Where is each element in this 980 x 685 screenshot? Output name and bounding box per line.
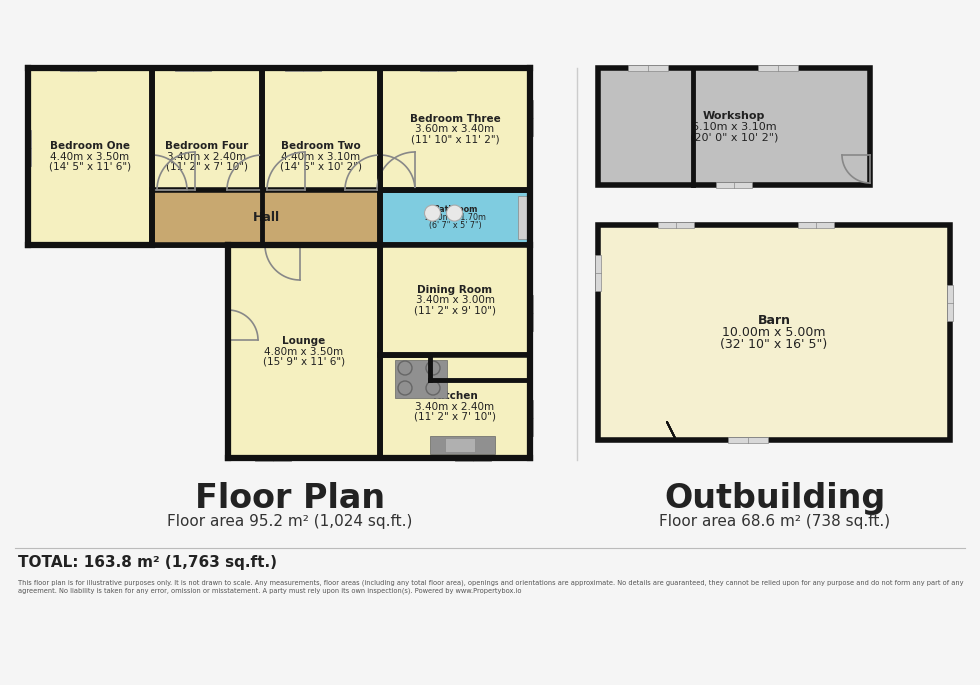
Text: (32' 10" x 16' 5"): (32' 10" x 16' 5") <box>720 338 828 351</box>
Bar <box>228 245 380 458</box>
Text: 3.40m x 2.40m: 3.40m x 2.40m <box>416 401 495 412</box>
Text: Bedroom Two: Bedroom Two <box>281 141 361 151</box>
Bar <box>28 68 152 245</box>
Text: Bedroom Four: Bedroom Four <box>166 141 249 151</box>
Text: Dining Room: Dining Room <box>417 285 493 295</box>
Text: Bathroom: Bathroom <box>433 206 477 214</box>
Bar <box>758 65 798 71</box>
Bar <box>28 68 530 245</box>
Bar <box>395 360 447 398</box>
Bar <box>445 438 475 452</box>
Text: Floor Plan: Floor Plan <box>195 482 385 515</box>
Text: Floor area 95.2 m² (1,024 sq.ft.): Floor area 95.2 m² (1,024 sq.ft.) <box>168 514 413 529</box>
Text: Hall: Hall <box>253 211 279 224</box>
Text: Outbuilding: Outbuilding <box>664 482 886 515</box>
Bar <box>380 245 530 355</box>
Bar <box>175 65 211 71</box>
Bar <box>380 68 530 190</box>
Text: (15' 9" x 11' 6"): (15' 9" x 11' 6") <box>263 357 345 366</box>
Text: Kitchen: Kitchen <box>432 391 477 401</box>
Bar <box>152 68 262 245</box>
Text: Bedroom One: Bedroom One <box>50 141 130 151</box>
Text: 3.60m x 3.40m: 3.60m x 3.40m <box>416 124 495 134</box>
Text: Workshop: Workshop <box>703 111 765 121</box>
Bar <box>262 68 380 245</box>
Text: (11' 2" x 7' 10"): (11' 2" x 7' 10") <box>166 162 248 172</box>
Bar <box>430 436 495 454</box>
Bar <box>455 455 491 461</box>
Bar <box>60 65 96 71</box>
Bar <box>595 255 601 291</box>
Text: (11' 2" x 9' 10"): (11' 2" x 9' 10") <box>414 305 496 315</box>
Bar <box>716 182 752 188</box>
Bar <box>420 65 456 71</box>
Text: (20' 0" x 10' 2"): (20' 0" x 10' 2") <box>690 132 778 142</box>
Bar <box>25 130 31 166</box>
Bar <box>598 225 950 440</box>
Bar <box>527 295 533 331</box>
Bar <box>527 100 533 136</box>
Text: Lounge: Lounge <box>282 336 325 347</box>
Text: (11' 2" x 7' 10"): (11' 2" x 7' 10") <box>414 412 496 422</box>
Bar <box>798 222 834 228</box>
Text: Floor area 68.6 m² (738 sq.ft.): Floor area 68.6 m² (738 sq.ft.) <box>660 514 891 529</box>
Text: Bedroom Three: Bedroom Three <box>410 114 501 124</box>
Text: TOTAL: 163.8 m² (1,763 sq.ft.): TOTAL: 163.8 m² (1,763 sq.ft.) <box>18 555 277 570</box>
Text: Barn: Barn <box>758 314 791 327</box>
Bar <box>255 455 291 461</box>
Bar <box>380 355 530 458</box>
Text: 4.80m x 3.50m: 4.80m x 3.50m <box>265 347 344 356</box>
Bar <box>527 400 533 436</box>
Bar <box>152 190 380 245</box>
Bar <box>380 190 530 245</box>
Text: This floor plan is for illustrative purposes only. It is not drawn to scale. Any: This floor plan is for illustrative purp… <box>18 580 963 594</box>
Bar <box>728 437 768 443</box>
Text: (14' 5" x 11' 6"): (14' 5" x 11' 6") <box>49 162 131 172</box>
Circle shape <box>424 205 440 221</box>
Text: 4.40m x 3.10m: 4.40m x 3.10m <box>281 151 361 162</box>
Text: 6.10m x 3.10m: 6.10m x 3.10m <box>692 121 776 132</box>
Bar <box>518 196 528 239</box>
Circle shape <box>447 205 463 221</box>
Text: (11' 10" x 11' 2"): (11' 10" x 11' 2") <box>411 134 500 144</box>
Text: (6' 7" x 5' 7"): (6' 7" x 5' 7") <box>428 221 481 230</box>
Bar <box>658 222 694 228</box>
Text: 10.00m x 5.00m: 10.00m x 5.00m <box>722 326 826 339</box>
Text: 3.40m x 3.00m: 3.40m x 3.00m <box>416 295 495 305</box>
Bar <box>947 285 953 321</box>
Text: (14' 5" x 10' 2"): (14' 5" x 10' 2") <box>280 162 362 172</box>
Bar <box>285 65 321 71</box>
Bar <box>628 65 668 71</box>
Text: 3.40m x 2.40m: 3.40m x 2.40m <box>168 151 247 162</box>
Text: 2.00m x 1.70m: 2.00m x 1.70m <box>424 213 485 222</box>
Bar <box>598 68 870 185</box>
Text: 4.40m x 3.50m: 4.40m x 3.50m <box>50 151 129 162</box>
